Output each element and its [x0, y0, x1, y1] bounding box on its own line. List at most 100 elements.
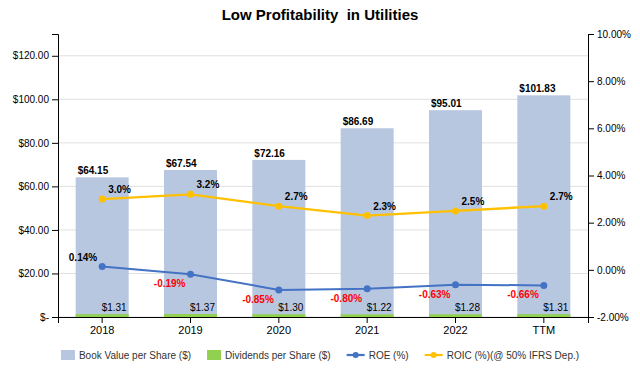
- marker: [364, 285, 371, 292]
- tick-mark: [588, 270, 594, 271]
- tick-label: $-: [40, 312, 49, 323]
- legend-item: ROE (%): [347, 350, 409, 361]
- tick: 4.00%: [588, 170, 625, 181]
- data-label: 2.3%: [373, 201, 396, 212]
- marks: [76, 95, 571, 317]
- tick-label: -2.00%: [597, 312, 629, 323]
- tick: -2.00%: [588, 312, 629, 323]
- axis-line: [52, 35, 59, 318]
- data-label: $1.30: [278, 302, 303, 313]
- data-labels: $64.15$67.54$72.16$86.69$95.01$101.83$1.…: [69, 83, 573, 313]
- line-series: [99, 191, 548, 219]
- axis-line: [59, 318, 589, 324]
- tick-mark: [52, 99, 58, 100]
- tick-mark: [588, 176, 594, 177]
- tick-mark: [588, 34, 594, 35]
- marker: [99, 263, 106, 270]
- grid: [58, 56, 588, 317]
- legend-swatch: [61, 350, 75, 360]
- tick-label: $20.00: [18, 268, 49, 279]
- tick-mark: [52, 143, 58, 144]
- tick-mark: [52, 273, 58, 274]
- tick: $20.00: [18, 268, 58, 279]
- marker: [364, 212, 371, 219]
- tick: 10.00%: [588, 29, 631, 40]
- data-label: $95.01: [431, 98, 462, 109]
- legend-swatch: [431, 352, 437, 358]
- bar: [429, 314, 482, 317]
- plot-area: $- $20.00 $40.00 $60.00 $80.00 $100.00 $120.00…: [13, 29, 631, 336]
- data-label: 2.5%: [462, 196, 485, 207]
- data-label: 2.7%: [285, 191, 308, 202]
- legend-swatch: [353, 352, 359, 358]
- tick-label: 2.00%: [597, 217, 625, 228]
- line-series: [99, 263, 548, 293]
- data-label: $72.16: [254, 148, 285, 159]
- data-label: -0.80%: [330, 293, 362, 304]
- line: [102, 194, 544, 215]
- data-label: 2.7%: [550, 191, 573, 202]
- marker: [99, 196, 106, 203]
- marker: [275, 203, 282, 210]
- data-label: -0.66%: [507, 289, 539, 300]
- tick-label: $60.00: [18, 181, 49, 192]
- legend-label: Dividends per Share ($): [225, 350, 331, 361]
- data-label: $1.37: [190, 302, 215, 313]
- data-label: 3.2%: [197, 179, 220, 190]
- data-label: $1.31: [102, 302, 127, 313]
- marker: [452, 281, 459, 288]
- marker: [187, 191, 194, 198]
- data-label: -0.63%: [419, 289, 451, 300]
- tick-mark: [190, 317, 191, 323]
- tick: 2020: [267, 317, 291, 336]
- tick-label: 0.00%: [597, 265, 625, 276]
- grid-line: [58, 99, 588, 100]
- x-axis: 20182019202020212022TTM: [59, 317, 589, 336]
- tick: 2021: [355, 317, 379, 336]
- tick-label: $80.00: [18, 138, 49, 149]
- tick-mark: [52, 230, 58, 231]
- y-axis: $- $20.00 $40.00 $60.00 $80.00 $100.00 $120.00: [13, 35, 59, 323]
- tick-mark: [52, 317, 58, 318]
- tick-mark: [588, 81, 594, 82]
- tick-label: 6.00%: [597, 123, 625, 134]
- tick: TTM: [533, 317, 556, 336]
- legend-item: Book Value per Share ($): [61, 350, 191, 361]
- tick-label: 2020: [267, 324, 291, 336]
- tick-mark: [52, 186, 58, 187]
- legend-label: ROIC (%)(@ 50% IFRS Dep.): [447, 350, 579, 361]
- data-label: $101.83: [519, 83, 556, 94]
- data-label: 0.14%: [69, 252, 97, 263]
- tick-label: $120.00: [13, 50, 50, 61]
- chart-svg: $- $20.00 $40.00 $60.00 $80.00 $100.00 $120.00…: [0, 0, 640, 369]
- tick: $100.00: [13, 94, 58, 105]
- tick: 2019: [178, 317, 202, 336]
- tick-label: $40.00: [18, 225, 49, 236]
- grid-line: [58, 273, 588, 274]
- data-label: $1.31: [543, 302, 568, 313]
- tick-label: TTM: [533, 324, 556, 336]
- legend-label: ROE (%): [369, 350, 409, 361]
- tick-mark: [455, 317, 456, 323]
- tick-label: 2022: [443, 324, 467, 336]
- bar: [164, 314, 217, 317]
- marker: [540, 203, 547, 210]
- tick-mark: [52, 56, 58, 57]
- tick-label: 2019: [178, 324, 202, 336]
- tick-mark: [278, 317, 279, 323]
- grid-line: [58, 142, 588, 143]
- tick: $-: [40, 312, 58, 323]
- legend-label: Book Value per Share ($): [79, 350, 191, 361]
- axis-line: [589, 35, 595, 318]
- bar-series: [76, 314, 571, 317]
- tick: 2.00%: [588, 217, 625, 228]
- bar: [164, 170, 217, 317]
- tick: $40.00: [18, 225, 58, 236]
- data-label: $1.22: [367, 302, 392, 313]
- bar: [252, 314, 305, 317]
- tick-label: $100.00: [13, 94, 50, 105]
- marker: [452, 207, 459, 214]
- data-label: $64.15: [78, 165, 109, 176]
- tick-label: 4.00%: [597, 170, 625, 181]
- tick: 0.00%: [588, 265, 625, 276]
